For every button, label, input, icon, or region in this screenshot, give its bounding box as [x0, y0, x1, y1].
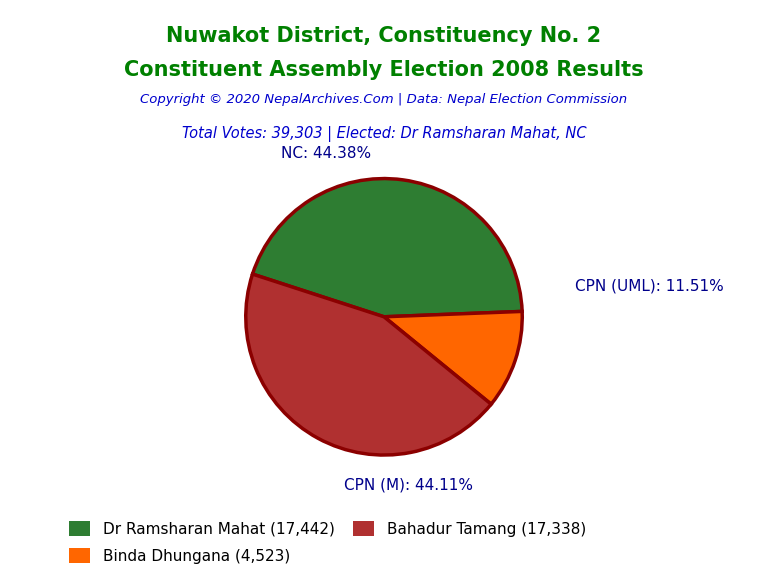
Text: CPN (M): 44.11%: CPN (M): 44.11%: [344, 478, 473, 493]
Text: Constituent Assembly Election 2008 Results: Constituent Assembly Election 2008 Resul…: [124, 60, 644, 81]
Legend: Dr Ramsharan Mahat (17,442), Bahadur Tamang (17,338): Dr Ramsharan Mahat (17,442), Bahadur Tam…: [69, 521, 586, 537]
Wedge shape: [253, 179, 522, 317]
Legend: Binda Dhungana (4,523): Binda Dhungana (4,523): [69, 548, 290, 564]
Text: Total Votes: 39,303 | Elected: Dr Ramsharan Mahat, NC: Total Votes: 39,303 | Elected: Dr Ramsha…: [182, 126, 586, 142]
Text: Nuwakot District, Constituency No. 2: Nuwakot District, Constituency No. 2: [167, 26, 601, 46]
Text: CPN (UML): 11.51%: CPN (UML): 11.51%: [574, 279, 723, 294]
Text: NC: 44.38%: NC: 44.38%: [281, 146, 371, 161]
Wedge shape: [384, 312, 522, 404]
Text: Copyright © 2020 NepalArchives.Com | Data: Nepal Election Commission: Copyright © 2020 NepalArchives.Com | Dat…: [141, 93, 627, 107]
Wedge shape: [246, 274, 491, 455]
